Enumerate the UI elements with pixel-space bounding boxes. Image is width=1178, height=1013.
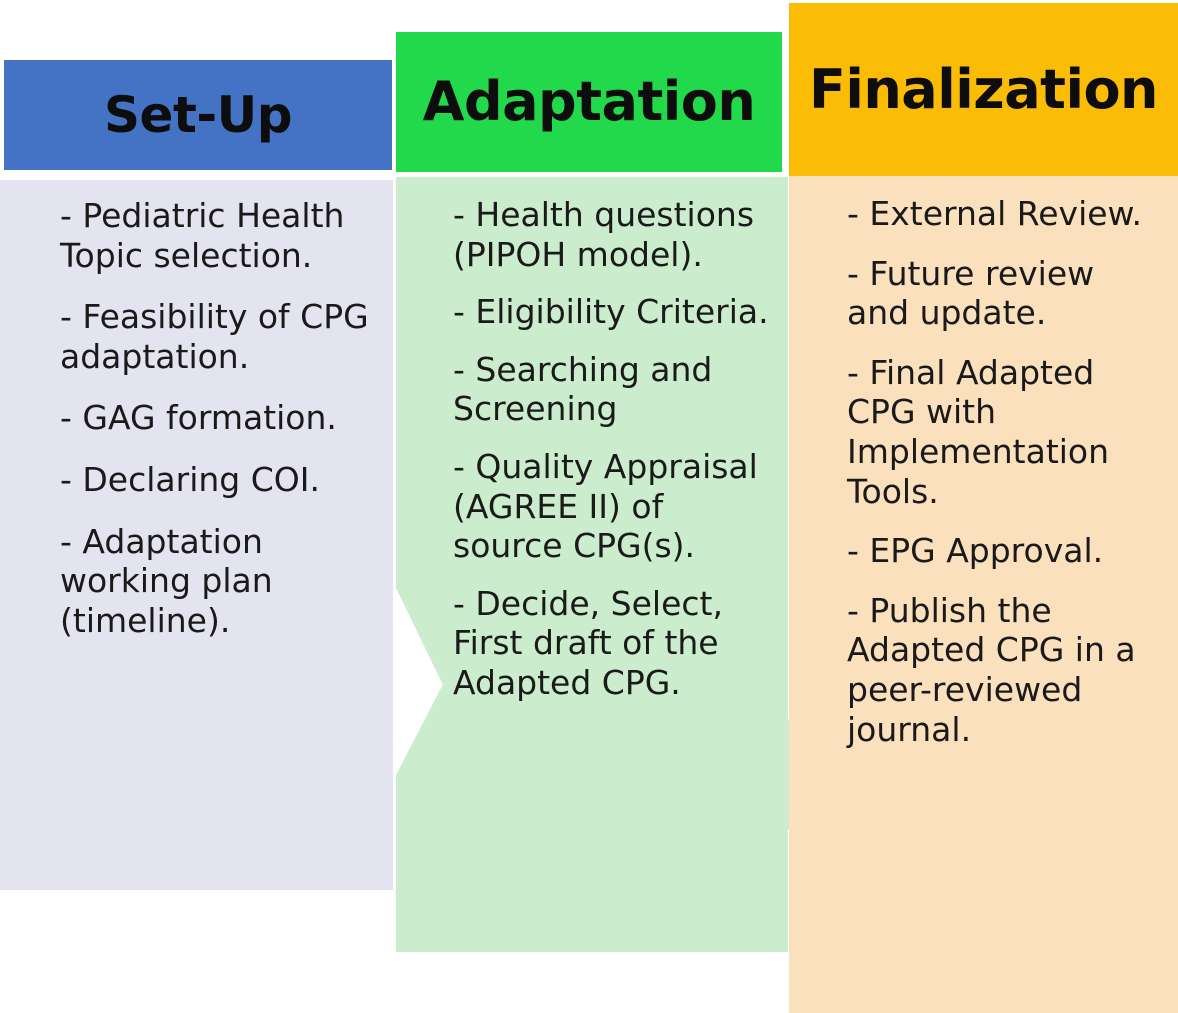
phase-header-setup: Set-Up xyxy=(4,60,392,170)
list-item: - Quality Appraisal (AGREE II) of source… xyxy=(453,446,769,566)
phase-title-adaptation: Adaptation xyxy=(422,70,756,133)
list-item: - External Review. xyxy=(847,194,1143,233)
list-item: - Searching and Screening xyxy=(453,349,723,429)
bullet-list-finalization: - External Review. - Future review and u… xyxy=(847,194,1162,749)
list-item: - Decide, Select, First draft of the Ada… xyxy=(453,583,734,702)
list-item: - GAG formation. xyxy=(60,398,337,438)
phase-header-finalization: Finalization xyxy=(789,3,1178,176)
bullet-list-setup: - Pediatric Health Topic selection. - Fe… xyxy=(60,196,381,640)
list-item: - Health questions (PIPOH model). xyxy=(453,195,765,274)
list-item: - Eligibility Criteria. xyxy=(453,292,769,332)
phase-body-setup: - Pediatric Health Topic selection. - Fe… xyxy=(0,180,393,890)
list-item: - Feasibility of CPG adaptation. xyxy=(60,297,380,376)
phase-body-adaptation: - Health questions (PIPOH model). - Elig… xyxy=(395,177,836,952)
phase-title-setup: Set-Up xyxy=(104,86,292,144)
list-item: - Declaring COI. xyxy=(60,459,320,499)
phase-body-finalization: - External Review. - Future review and u… xyxy=(789,176,1178,1013)
list-item: - Final Adapted CPG with Implementation … xyxy=(847,352,1120,511)
list-item: - EPG Approval. xyxy=(847,531,1104,571)
phase-title-finalization: Finalization xyxy=(808,57,1159,121)
list-item: - Future review and update. xyxy=(847,253,1105,333)
phase-header-adaptation: Adaptation xyxy=(396,32,782,172)
list-item: - Pediatric Health Topic selection. xyxy=(60,196,355,275)
bullet-list-adaptation: - Health questions (PIPOH model). - Elig… xyxy=(453,195,775,703)
list-item: - Adaptation working plan (timeline). xyxy=(60,521,284,640)
list-item: - Publish the Adapted CPG in a peer-revi… xyxy=(847,590,1147,749)
